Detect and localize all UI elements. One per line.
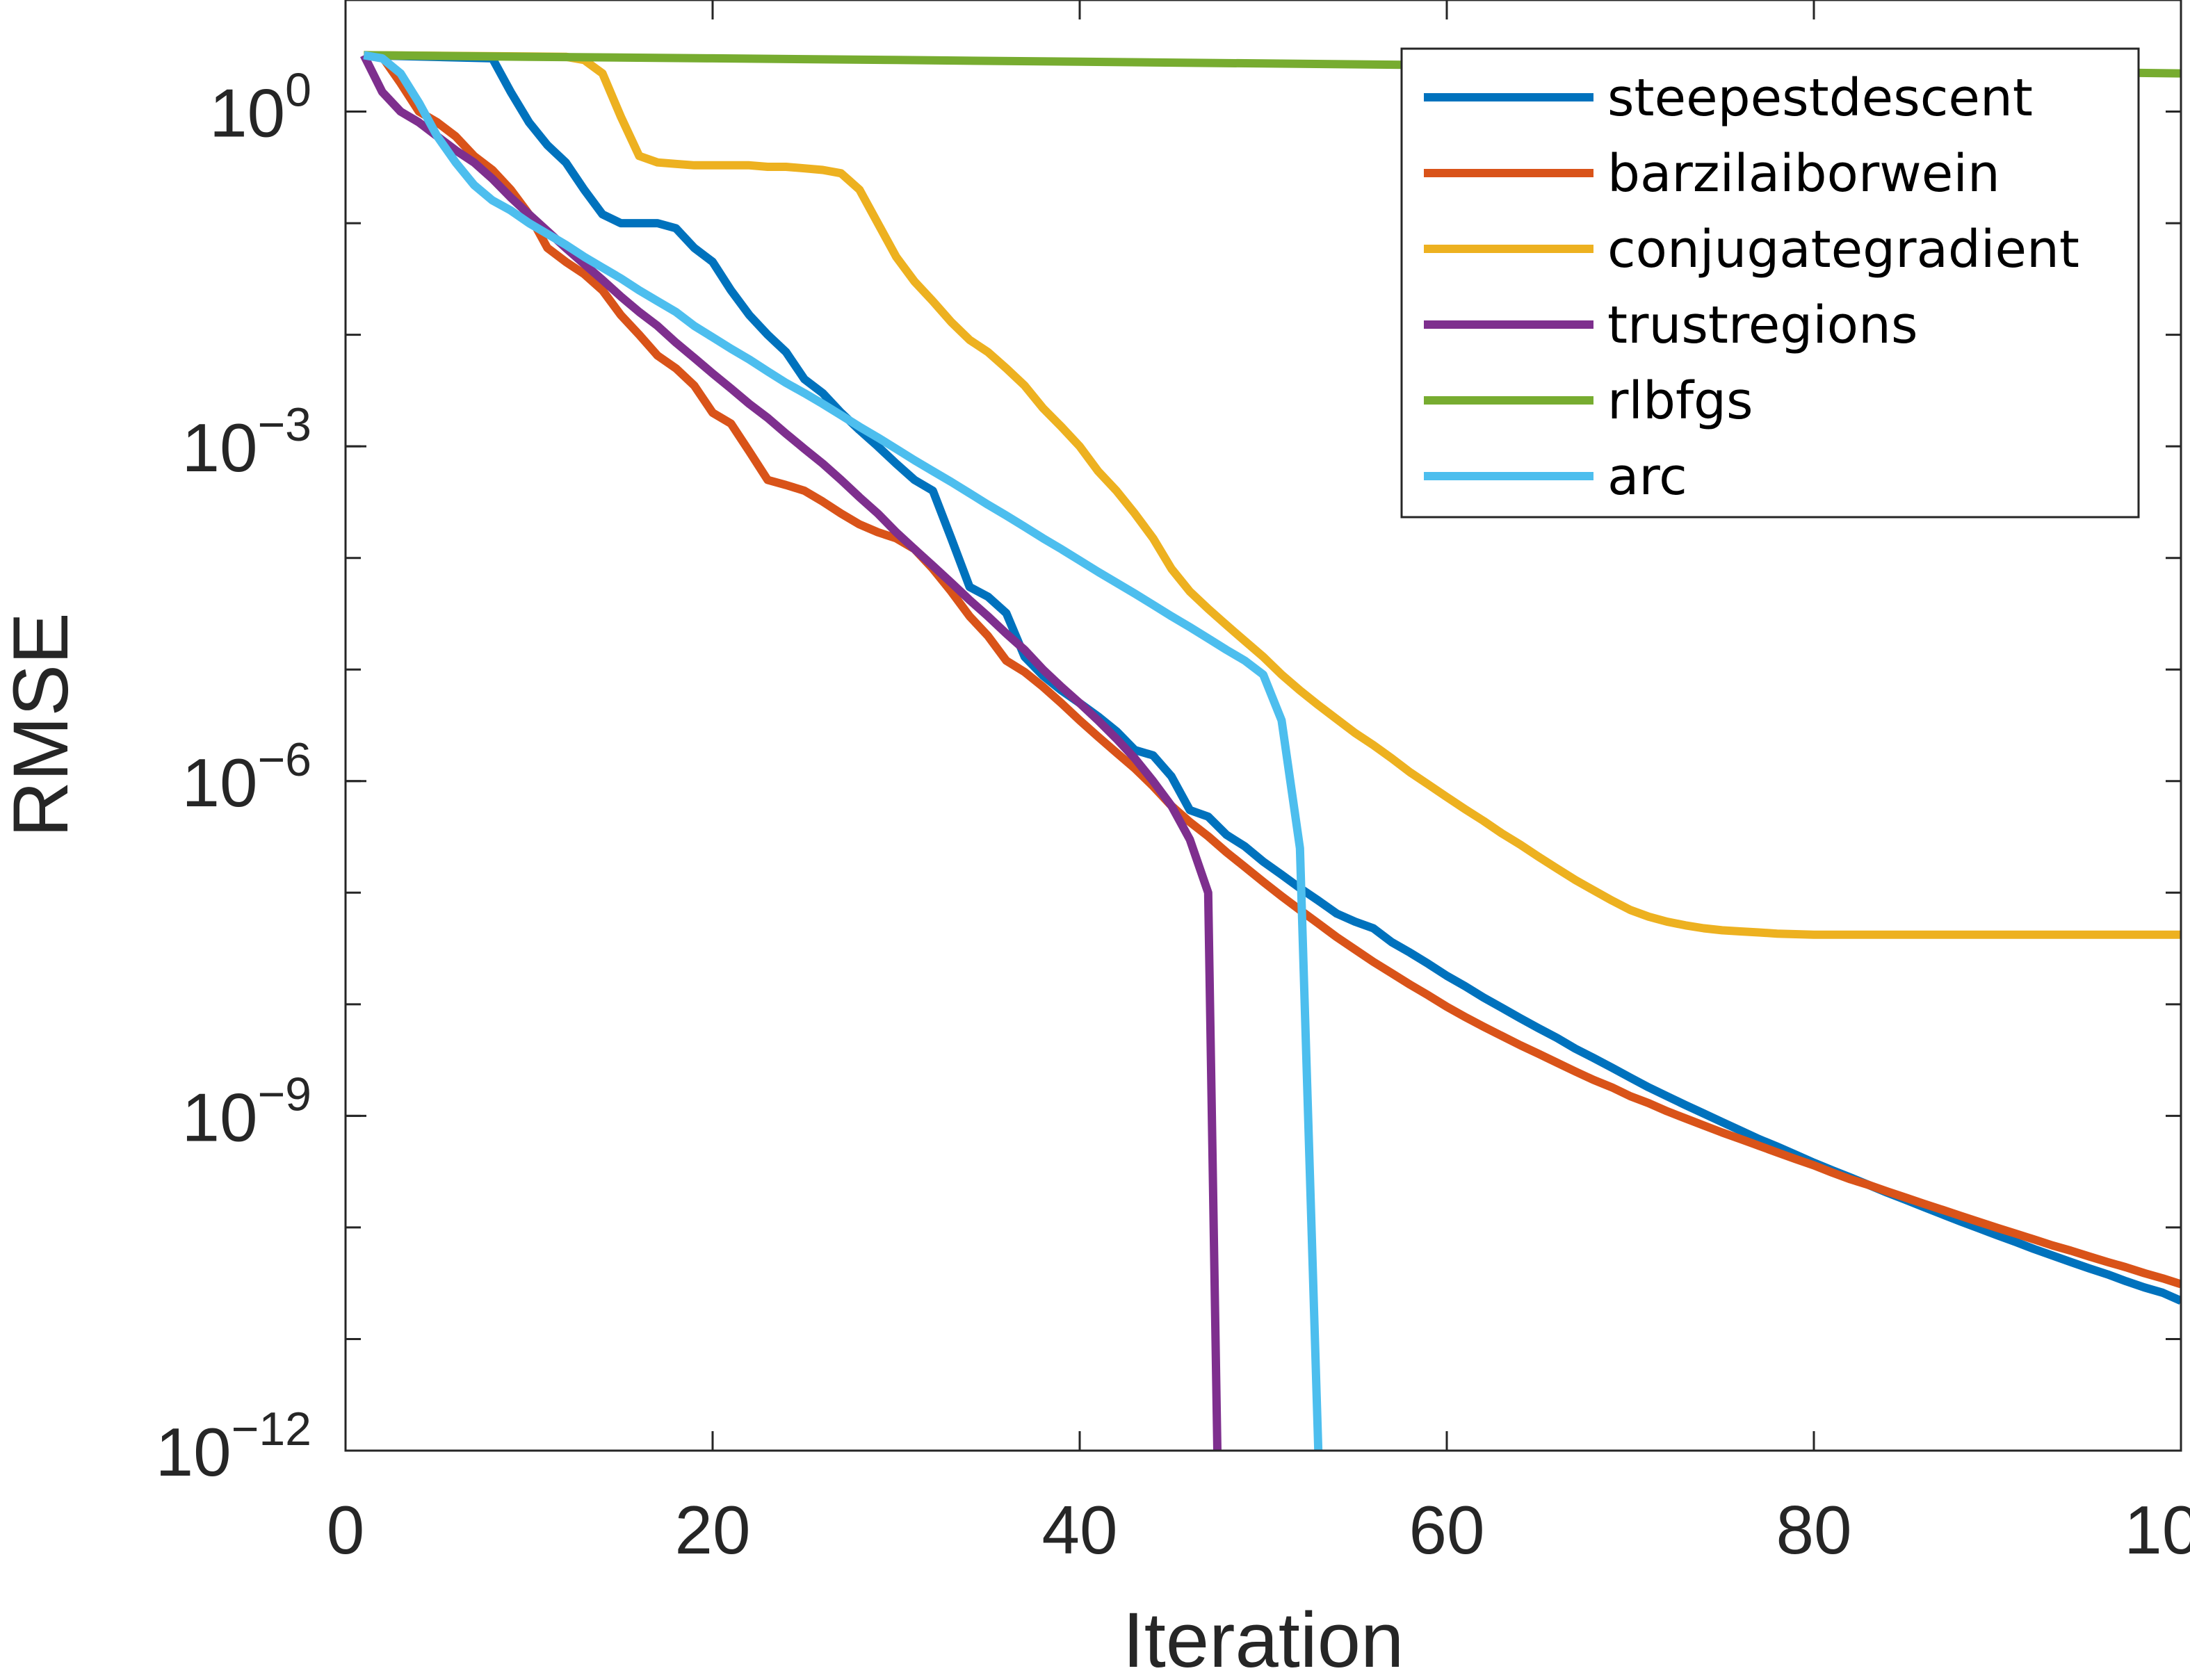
y-tick-label: 10−6 — [181, 733, 311, 821]
x-tick-label: 20 — [674, 1492, 750, 1568]
y-tick-label: 100 — [209, 64, 311, 152]
y-tick-label: 10−12 — [156, 1403, 311, 1490]
x-tick-label: 100 — [2124, 1492, 2190, 1568]
x-tick-label: 0 — [327, 1492, 365, 1568]
series-group — [360, 51, 2181, 1451]
legend-label-rlbfgs: rlbfgs — [1607, 371, 1753, 431]
series-line-arc — [363, 51, 1323, 1451]
legend-label-barzilaiborwein: barzilaiborwein — [1607, 144, 2000, 204]
series-line-conjugategradient — [364, 51, 2181, 939]
legend-label-conjugategradient: conjugategradient — [1607, 220, 2079, 279]
legend-label-arc: arc — [1607, 447, 1687, 507]
y-axis-label: RMSE — [0, 612, 84, 838]
x-tick-label: 40 — [1041, 1492, 1117, 1568]
series-line-trustregions — [360, 53, 1222, 1451]
legend-label-steepestdescent: steepestdescent — [1607, 68, 2033, 128]
x-axis-label: Iteration — [1123, 1597, 1404, 1680]
x-tick-label: 60 — [1409, 1492, 1484, 1568]
legend-label-trustregions: trustregions — [1607, 295, 1918, 355]
y-tick-label: 10−3 — [181, 398, 311, 486]
legend-box — [1400, 47, 2140, 519]
series-line-barzilaiborwein — [363, 51, 2181, 1289]
y-tick-label: 10−9 — [181, 1068, 311, 1155]
x-tick-label: 80 — [1776, 1492, 1851, 1568]
axes-box — [344, 0, 2182, 1452]
